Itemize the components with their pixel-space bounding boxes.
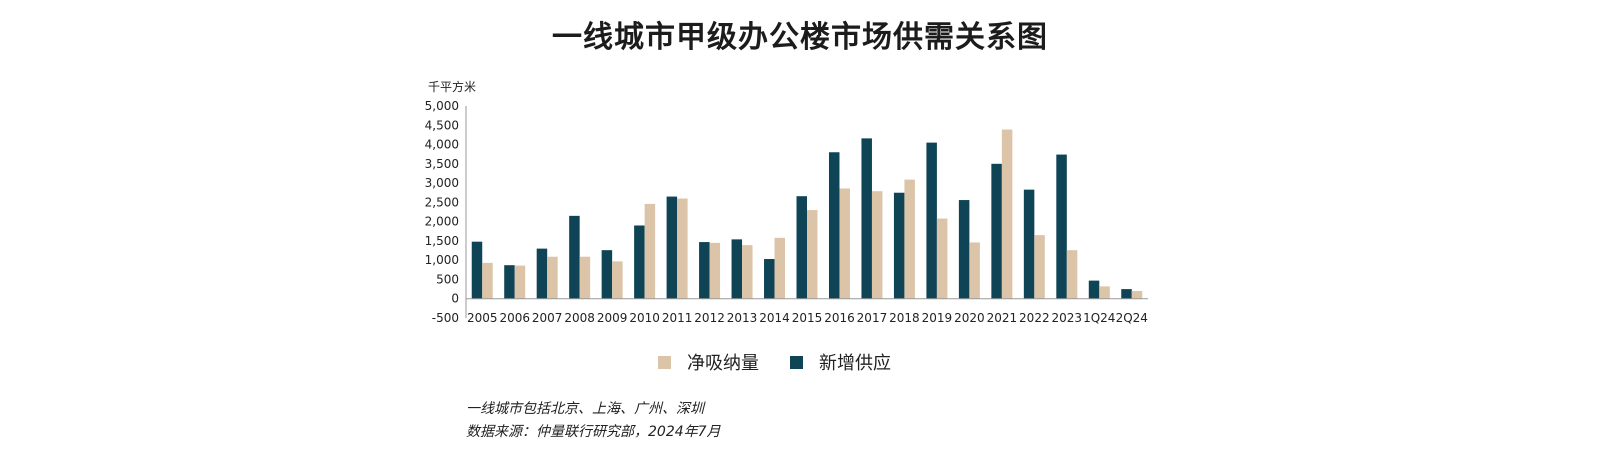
bar-absorption-2007 (547, 256, 558, 299)
bar-supply-2009 (601, 250, 613, 299)
bar-absorption-1Q24 (1099, 286, 1110, 299)
bar-absorption-2Q24 (1131, 291, 1143, 299)
bar-supply-2007 (536, 248, 548, 299)
bar-absorption-2015 (807, 210, 818, 299)
x-tick-label: 2009 (597, 311, 628, 325)
bar-supply-2018 (893, 192, 905, 299)
bar-supply-2005 (471, 241, 483, 299)
bar-absorption-2016 (839, 188, 850, 299)
y-tick-label: 5,000 (425, 99, 459, 113)
y-tick-label: 4,000 (425, 138, 459, 152)
bar-absorption-2017 (871, 191, 883, 299)
x-tick-label: 2023 (1052, 311, 1083, 325)
x-tick-label: 2007 (532, 311, 563, 325)
y-tick-label: 1,000 (425, 253, 459, 267)
x-axis-labels: 2005 2006 2007 2008 2009 2010 2011 2012 2013 2014… (467, 311, 1148, 325)
y-tick-label: 3,500 (425, 157, 459, 171)
bar-supply-2Q24 (1121, 289, 1132, 299)
bar-absorption-2022 (1034, 235, 1045, 299)
bar-absorption-2008 (579, 256, 591, 299)
y-tick-label: -500 (432, 311, 459, 325)
bar-absorption-2019 (936, 218, 948, 299)
x-tick-label: 2006 (499, 311, 530, 325)
bars (471, 129, 1143, 299)
bar-absorption-2013 (742, 245, 753, 299)
y-tick-label: 500 (436, 272, 459, 286)
x-tick-label: 2014 (759, 311, 790, 325)
bar-absorption-2011 (677, 198, 688, 299)
bar-supply-2023 (1056, 154, 1067, 299)
bar-supply-2010 (634, 225, 645, 299)
x-tick-label: 2016 (824, 311, 855, 325)
y-tick-label: 2,000 (425, 215, 459, 229)
y-axis-ticks: -500 0 500 1,000 1,500 2,000 2,500 3,000 3,500 4,… (425, 99, 459, 325)
footnote-cities: 一线城市包括北京、上海、广州、深圳 (466, 401, 704, 417)
x-tick-label: 2021 (987, 311, 1018, 325)
x-tick-label: 2017 (857, 311, 888, 325)
x-tick-label: 2019 (922, 311, 953, 325)
x-tick-label: 2015 (792, 311, 823, 325)
x-tick-label: 2005 (467, 311, 498, 325)
bar-absorption-2009 (612, 261, 623, 299)
legend-swatch (790, 356, 803, 369)
x-tick-label: 2013 (727, 311, 758, 325)
x-tick-label: 2010 (629, 311, 660, 325)
bar-absorption-2010 (644, 203, 656, 299)
x-tick-label: 2020 (954, 311, 985, 325)
bar-supply-2006 (504, 265, 515, 299)
legend: 净吸纳量 新增供应 (658, 353, 891, 374)
x-tick-label: 1Q24 (1083, 311, 1115, 325)
y-tick-label: 2,500 (425, 195, 459, 209)
x-tick-label: 2018 (889, 311, 920, 325)
bar-absorption-2023 (1066, 250, 1078, 299)
bar-supply-1Q24 (1088, 280, 1100, 299)
y-tick-label: 4,500 (425, 118, 459, 132)
x-tick-label: 2011 (662, 311, 693, 325)
bar-absorption-2020 (969, 242, 980, 299)
bar-supply-2019 (926, 142, 937, 299)
x-tick-label: 2012 (694, 311, 725, 325)
legend-label: 净吸纳量 (687, 353, 759, 374)
bar-supply-2020 (958, 200, 970, 299)
bar-supply-2013 (731, 239, 743, 299)
bar-chart: 千平方米 -500 0 500 1,000 1,500 2,000 2,500 3,000 3,… (425, 79, 1148, 374)
footnotes: 一线城市包括北京、上海、广州、深圳 数据来源：仲量联行研究部，2024年7月 (466, 398, 721, 444)
x-tick-label: 2022 (1019, 311, 1050, 325)
bar-supply-2021 (991, 163, 1002, 299)
bar-supply-2014 (764, 259, 775, 299)
bar-absorption-2012 (709, 242, 721, 299)
bar-absorption-2005 (482, 262, 493, 299)
bar-supply-2011 (666, 196, 678, 299)
bar-absorption-2021 (1001, 129, 1013, 299)
x-tick-label: 2008 (564, 311, 595, 325)
bar-supply-2012 (699, 242, 710, 299)
bar-supply-2016 (828, 152, 840, 299)
legend-swatch (658, 356, 671, 369)
chart-title: 一线城市甲级办公楼市场供需关系图 (552, 20, 1048, 55)
x-tick-label: 2Q24 (1116, 311, 1148, 325)
bar-absorption-2006 (514, 265, 526, 299)
bar-supply-2008 (569, 215, 580, 299)
bar-absorption-2018 (904, 179, 915, 299)
y-tick-label: 1,500 (425, 234, 459, 248)
legend-label: 新增供应 (819, 353, 891, 374)
bar-absorption-2014 (774, 237, 786, 299)
y-tick-label: 3,000 (425, 176, 459, 190)
footnote-source: 数据来源：仲量联行研究部，2024年7月 (466, 424, 721, 440)
y-axis-unit-label: 千平方米 (428, 79, 476, 94)
bar-supply-2017 (861, 138, 872, 299)
bar-supply-2015 (796, 196, 807, 299)
bar-supply-2022 (1023, 189, 1035, 299)
y-tick-label: 0 (451, 292, 459, 306)
